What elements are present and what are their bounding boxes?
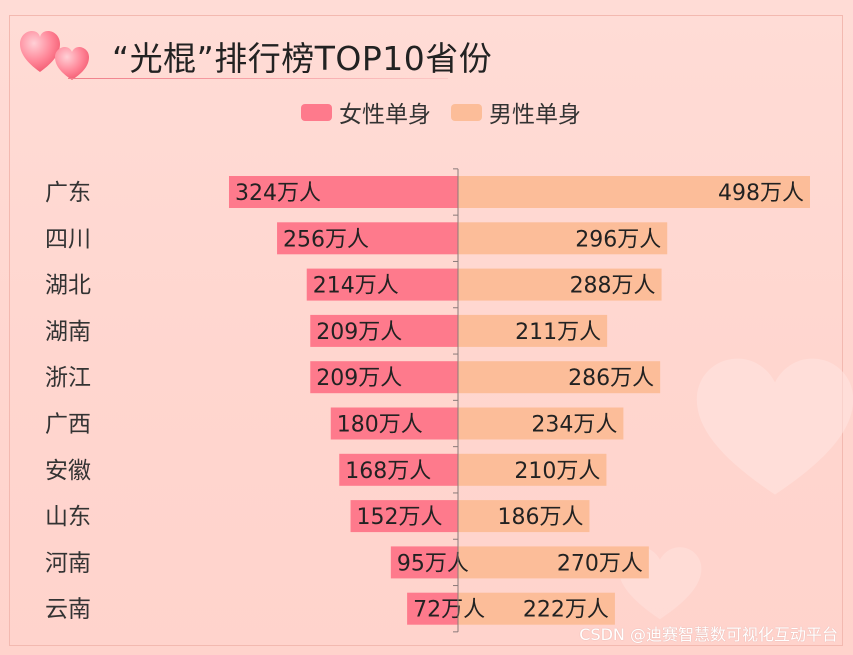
data-label-male: 498万人: [718, 181, 804, 206]
bar-female: [310, 361, 458, 394]
category-label: 河南: [45, 550, 91, 576]
bar-female: [330, 407, 458, 440]
data-label-male: 210万人: [514, 459, 600, 484]
bar-female: [407, 592, 458, 625]
data-label-female: 72万人: [413, 598, 485, 623]
bar-female: [390, 546, 458, 579]
legend: 女性单身 男性单身: [0, 97, 853, 128]
bar-male: [458, 592, 615, 625]
data-label-female: 168万人: [345, 459, 431, 484]
bar-female: [310, 314, 458, 347]
category-label: 安徽: [45, 458, 91, 484]
bar-male: [458, 500, 590, 533]
data-label-female: 180万人: [337, 413, 423, 438]
category-label: 湖南: [45, 319, 91, 345]
bar-male: [458, 222, 668, 255]
data-label-male: 286万人: [568, 366, 654, 391]
legend-swatch-male: [451, 103, 482, 121]
bar-female: [306, 268, 458, 301]
data-label-male: 186万人: [497, 505, 583, 530]
background-heart-icon: [696, 358, 853, 495]
legend-label-male: 男性单身: [489, 102, 581, 128]
bar-male: [458, 453, 607, 486]
data-label-female: 214万人: [313, 274, 399, 299]
bar-female: [339, 453, 458, 486]
bar-female: [228, 176, 458, 208]
bar-male: [458, 268, 662, 301]
bar-male: [458, 407, 624, 440]
category-label: 广西: [45, 412, 91, 438]
data-label-female: 209万人: [316, 320, 402, 345]
data-label-male: 234万人: [531, 413, 617, 438]
bar-male: [458, 546, 649, 579]
bar-female: [350, 500, 458, 533]
title-underline: [68, 78, 448, 79]
category-label: 四川: [45, 226, 91, 252]
data-label-female: 324万人: [235, 181, 321, 206]
legend-item-female[interactable]: 女性单身: [301, 97, 431, 128]
legend-label-female: 女性单身: [339, 102, 431, 128]
data-label-female: 152万人: [357, 505, 443, 530]
data-label-male: 222万人: [523, 598, 609, 623]
bar-male: [458, 314, 608, 347]
category-label: 山东: [45, 504, 91, 530]
data-label-female: 256万人: [283, 227, 369, 252]
bar-female: [277, 222, 458, 255]
data-label-female: 95万人: [397, 551, 469, 576]
bar-male: [458, 176, 810, 208]
data-label-male: 288万人: [570, 274, 656, 299]
data-label-male: 270万人: [557, 551, 643, 576]
chart-title: “光棍”排行榜TOP10省份: [112, 39, 493, 78]
category-label: 浙江: [45, 365, 91, 391]
data-label-female: 209万人: [316, 366, 402, 391]
legend-swatch-female: [301, 103, 332, 121]
data-label-male: 211万人: [515, 320, 601, 345]
data-label-male: 296万人: [575, 227, 661, 252]
hearts-icon: [20, 31, 89, 80]
bar-male: [458, 361, 661, 394]
category-label: 云南: [45, 597, 91, 623]
watermark: CSDN @迪赛智慧数可视化互动平台: [579, 625, 838, 644]
category-label: 湖北: [45, 273, 91, 299]
category-label: 广东: [45, 180, 91, 206]
legend-item-male[interactable]: 男性单身: [451, 97, 581, 128]
